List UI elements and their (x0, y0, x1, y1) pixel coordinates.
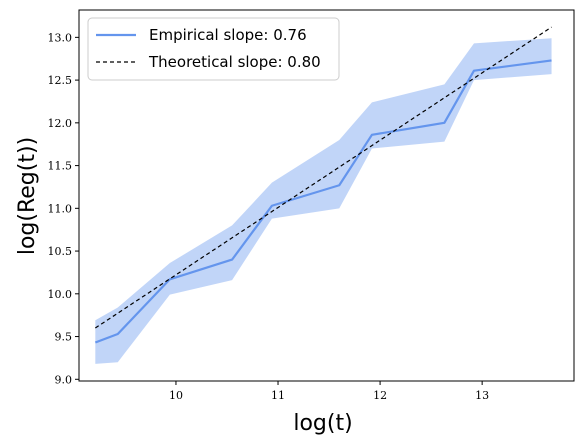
y-tick-label: 9.0 (55, 373, 73, 386)
y-tick-label: 12.0 (48, 117, 73, 130)
plot-frame (78, 9, 575, 382)
x-axis-ticks: 10 11 12 13 (169, 381, 489, 402)
x-tick-label: 12 (373, 389, 387, 402)
series-layer (94, 26, 552, 344)
y-tick-label: 11.5 (48, 160, 73, 173)
legend-theoretical-label: Theoretical slope: 0.80 (148, 53, 321, 71)
y-axis-label: log(Reg(t)) (15, 137, 40, 255)
x-tick-label: 10 (169, 389, 183, 402)
y-tick-label: 10.5 (48, 245, 73, 258)
y-tick-label: 9.5 (55, 331, 73, 344)
x-tick-label: 13 (475, 389, 489, 402)
y-tick-label: 13.0 (48, 31, 73, 44)
legend: Empirical slope: 0.76 Theoretical slope:… (87, 17, 340, 81)
confidence-band (95, 38, 552, 364)
legend-box (87, 17, 340, 81)
y-tick-label: 10.0 (48, 288, 73, 301)
theoretical-series-line (94, 26, 552, 329)
x-axis-label: log(t) (293, 411, 352, 436)
y-tick-label: 11.0 (48, 202, 73, 215)
empirical-series-line (94, 59, 552, 344)
legend-empirical-label: Empirical slope: 0.76 (149, 26, 307, 44)
confidence-band-layer (95, 38, 552, 364)
y-axis-ticks: 9.0 9.5 10.0 10.5 11.0 11.5 12.0 12.5 13.0 (48, 31, 79, 386)
x-tick-label: 11 (271, 389, 285, 402)
y-tick-label: 12.5 (48, 74, 73, 87)
